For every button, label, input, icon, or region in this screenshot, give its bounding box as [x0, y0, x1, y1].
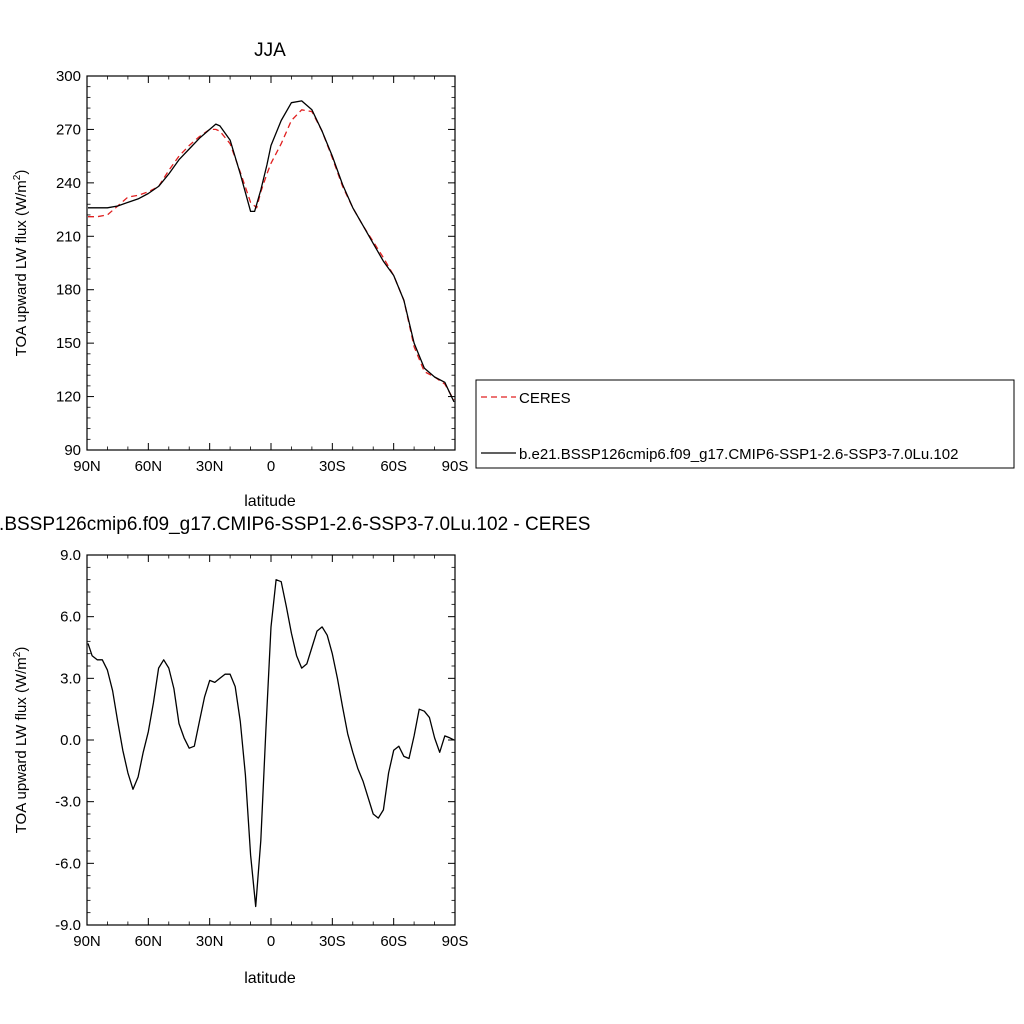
top-plot-frame: [86, 75, 456, 451]
top-x-tick-label: 60S: [380, 458, 407, 475]
bottom-y-axis-label: TOA upward LW flux (W/m2): [12, 647, 30, 834]
top-y-tick-label: 240: [56, 175, 81, 192]
bottom-series-line-model: [87, 579, 455, 908]
bottom-y-axis-label-close: ): [13, 647, 30, 652]
bottom-x-tick-label: 60N: [135, 933, 163, 950]
top-panel: JJA 90 120 150 180 210 240 270 300 90N 60N 30N 0 30…: [12, 40, 1015, 510]
bottom-plot-frame: [86, 554, 456, 926]
top-y-tick-label: 150: [56, 335, 81, 352]
bottom-y-tick-label: 3.0: [60, 670, 81, 687]
bottom-y-tick-label: 0.0: [60, 732, 81, 749]
top-series-group: [88, 100, 455, 403]
top-title: JJA: [254, 40, 286, 61]
bottom-x-tick-label: 30S: [319, 933, 346, 950]
top-y-tick-label: 120: [56, 389, 81, 406]
top-x-tick-label: 90S: [442, 458, 469, 475]
bottom-y-tick-label: -6.0: [55, 855, 81, 872]
bottom-x-tick-label: 30N: [196, 933, 224, 950]
top-y-axis-label-sup: 2: [12, 174, 23, 180]
top-x-axis: 90N 60N 30N 0 30S 60S 90S: [73, 76, 468, 475]
bottom-panel: b.e21.BSSP126cmip6.f09_g17.CMIP6-SSP1-2.…: [0, 514, 590, 987]
bottom-y-tick-label: -3.0: [55, 794, 81, 811]
top-x-tick-label: 30S: [319, 458, 346, 475]
bottom-x-tick-label: 60S: [380, 933, 407, 950]
bottom-y-axis-label-main: TOA upward LW flux (W/m: [13, 657, 30, 833]
top-y-tick-label: 180: [56, 282, 81, 299]
bottom-y-tick-label: -9.0: [55, 917, 81, 934]
bottom-y-tick-label: 6.0: [60, 609, 81, 626]
bottom-x-tick-label: 90N: [73, 933, 101, 950]
top-x-axis-label: latitude: [244, 493, 296, 510]
top-y-axis-label-close: ): [13, 170, 30, 175]
top-y-tick-label: 300: [56, 68, 81, 85]
top-x-tick-label: 30N: [196, 458, 224, 475]
legend: CERES b.e21.BSSP126cmip6.f09_g17.CMIP6-S…: [475, 379, 1015, 469]
top-y-axis-label: TOA upward LW flux (W/m2): [12, 170, 30, 357]
bottom-y-tick-label: 9.0: [60, 547, 81, 564]
top-y-tick-label: 90: [64, 442, 81, 459]
top-x-tick-label: 0: [267, 458, 275, 475]
bottom-x-axis-label: latitude: [244, 970, 296, 987]
top-x-tick-label: 60N: [135, 458, 163, 475]
bottom-x-tick-label: 0: [267, 933, 275, 950]
legend-box: [475, 379, 1015, 469]
top-series-line-model: [88, 100, 455, 403]
top-y-axis: 90 120 150 180 210 240 270 300: [56, 68, 455, 459]
bottom-x-tick-label: 90S: [442, 933, 469, 950]
legend-label-model: b.e21.BSSP126cmip6.f09_g17.CMIP6-SSP1-2.…: [519, 446, 958, 463]
bottom-y-axis: -9.0 -6.0 -3.0 0.0 3.0 6.0 9.0: [55, 547, 455, 934]
top-y-tick-label: 270: [56, 121, 81, 138]
legend-label-ceres: CERES: [519, 390, 571, 407]
top-series-line-ceres: [88, 109, 455, 401]
bottom-y-axis-label-sup: 2: [12, 651, 23, 657]
top-y-tick-label: 210: [56, 228, 81, 245]
top-y-axis-label-main: TOA upward LW flux (W/m: [13, 180, 30, 356]
bottom-series-group: [87, 579, 455, 908]
bottom-x-axis: 90N 60N 30N 0 30S 60S 90S: [73, 555, 468, 950]
top-x-tick-label: 90N: [73, 458, 101, 475]
bottom-title: b.e21.BSSP126cmip6.f09_g17.CMIP6-SSP1-2.…: [0, 514, 590, 535]
